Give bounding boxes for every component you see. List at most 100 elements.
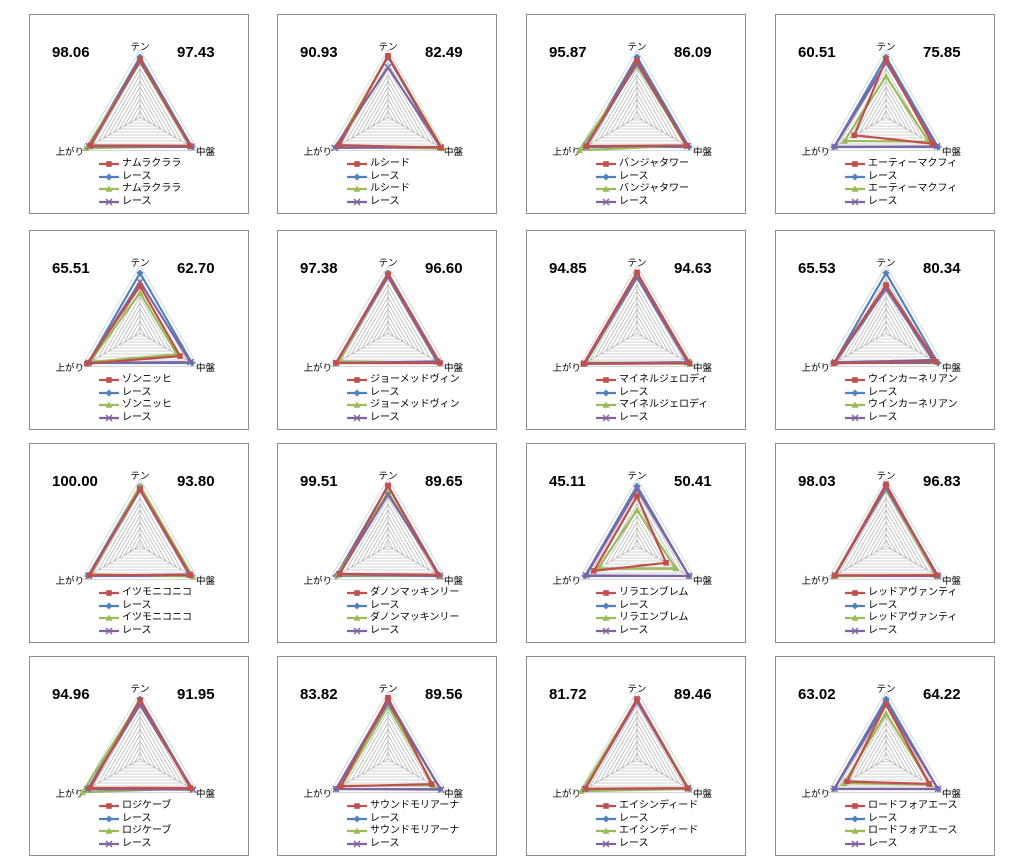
axis-spoke [636,758,690,790]
grid-ring [113,86,167,133]
legend-marker [851,389,859,397]
radar-chart-panel: テン 中盤 上がり 60.51 75.85 エーティーマクフィ レース エーティーマクフィ レー… [775,14,995,214]
legend-swatch [99,389,119,397]
score-right: 96.60 [425,260,463,277]
score-left: 94.85 [549,260,587,277]
axis-label: 上がり [552,575,581,587]
axis-label: テン [627,471,646,482]
legend-swatch [347,614,367,621]
legend-marker [851,827,859,834]
grid-ring [361,86,415,133]
axis-label: テン [130,42,149,53]
legend-item: レース [98,171,181,184]
legend-swatch [845,198,865,206]
data-point [187,572,194,578]
data-point [831,785,839,793]
legend-label: エイシンディード [619,800,699,811]
grid-ring [843,497,929,571]
grid-ring [118,92,162,130]
legend-swatch [99,590,119,596]
legend-item: レース [346,171,410,184]
legend-marker [105,827,113,834]
grid-ring [859,728,913,775]
grid-ring [864,521,908,559]
legend-swatch [845,401,865,408]
legend-swatch [845,627,865,635]
data-point [882,269,890,277]
legend-item: マイネルジェロディ [595,399,708,412]
grid-ring [92,491,188,574]
grid-ring [854,509,918,565]
legend-swatch [845,414,865,422]
axis-spoke [636,545,690,577]
grid-ring [129,533,151,553]
grid-ring [631,326,643,337]
legend-label: レース [370,624,400,636]
grid-ring [859,86,913,133]
grid-ring [864,308,908,346]
score-left: 100.00 [52,473,98,490]
legend: ジョーメッドヴィン レース ジョーメッドヴィン レース [346,374,460,424]
legend-swatch [347,827,367,834]
legend: ゾンニッヒ レース ゾンニッヒ レース [98,374,172,424]
axis-label: テン [378,258,397,269]
legend-label: ゾンニッヒ [122,374,172,385]
legend-swatch [596,389,616,397]
axis-spoke [387,332,441,364]
legend-marker [851,614,859,621]
data-point [929,140,936,147]
legend-marker [353,840,361,848]
axis-label: 中盤 [942,575,962,587]
grid-ring [626,320,648,340]
data-point [830,360,837,367]
grid-ring [371,98,405,127]
legend-label: ルシード [370,183,410,195]
legend-label: レース [370,837,400,849]
legend-item: レース [595,412,708,425]
axis-label: 中盤 [196,362,216,374]
legend-label: レース [122,411,152,423]
grid-ring [880,326,892,337]
data-point [187,143,193,149]
axis-label: テン [627,258,646,269]
score-left: 63.02 [798,686,836,703]
grid-ring [594,710,680,784]
data-point [882,709,890,717]
legend-item: レース [98,412,172,425]
legend-swatch [845,803,865,809]
grid-ring [356,722,420,778]
legend-swatch [347,185,367,192]
axis-label: 中盤 [942,146,962,158]
legend-label: レース [619,624,649,636]
legend-marker [602,198,610,206]
axis-label: 上がり [303,788,332,800]
grid-ring [134,539,146,550]
legend-label: ジョーメッドヴィン [370,374,460,385]
axis-label: 上がり [55,788,84,800]
legend-marker [602,414,610,422]
series-line [333,66,442,149]
legend-item: レース [844,196,957,209]
grid-ring [626,746,648,766]
legend-label: レース [868,195,898,207]
legend-swatch [845,389,865,397]
axis-label: テン [876,42,895,53]
legend-swatch [845,590,865,596]
legend-item: バンジャタワー [595,183,689,196]
grid-ring [600,290,674,355]
grid-ring [869,98,903,127]
legend-marker [106,803,112,809]
grid-ring [605,509,669,565]
data-point [933,572,940,578]
legend-swatch [99,602,119,610]
axis-label: 上がり [55,146,84,158]
grid-ring [610,728,664,775]
legend-marker [602,173,610,181]
score-right: 89.56 [425,686,463,703]
legend: ルシード レース ルシード レース [346,158,410,208]
data-point [591,568,597,574]
legend-label: レース [370,386,400,398]
data-point [384,63,392,71]
radar-chart-panel: テン 中盤 上がり 45.11 50.41 リラエンブレム レース リラエンブレム レース [526,443,746,643]
legend-swatch [347,198,367,206]
